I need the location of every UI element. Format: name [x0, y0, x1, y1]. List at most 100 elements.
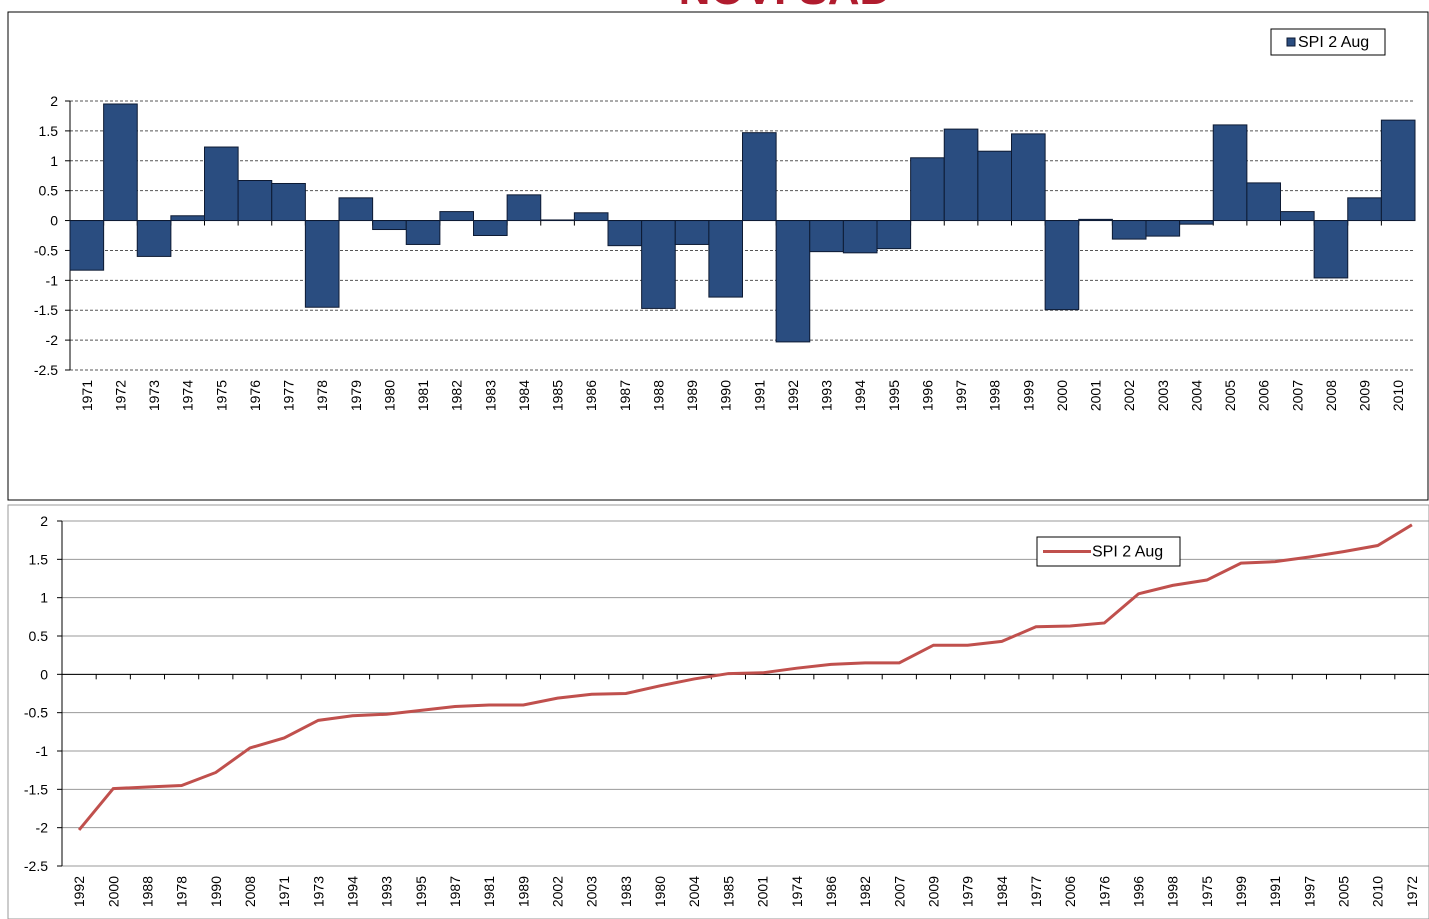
x-tick-label: 2006	[1062, 876, 1078, 907]
x-tick-label: 1997	[953, 380, 969, 411]
x-tick-label: 1990	[718, 380, 734, 411]
y-tick-label: 0.5	[29, 628, 49, 644]
y-tick-label: 0	[50, 213, 58, 229]
bar	[204, 146, 239, 222]
x-tick-label: 2005	[1222, 380, 1238, 411]
x-tick-label: 1986	[583, 380, 599, 411]
x-tick-label: 1984	[994, 876, 1010, 907]
bar	[809, 220, 844, 253]
bar	[910, 157, 945, 222]
x-tick-label: 2004	[686, 876, 702, 907]
x-tick-label: 1977	[281, 380, 297, 411]
bar	[1246, 182, 1281, 222]
x-tick-label: 2001	[1088, 380, 1104, 411]
x-tick-label: 1983	[618, 876, 634, 907]
bar	[506, 194, 542, 222]
x-tick-label: 1981	[415, 380, 431, 411]
x-tick-label: 1988	[139, 876, 155, 907]
x-tick-label: 1986	[823, 876, 839, 907]
bar	[372, 220, 407, 231]
x-tick-label: 1989	[515, 876, 531, 907]
x-tick-label: 1974	[789, 876, 805, 907]
x-tick-label: 2000	[1054, 380, 1070, 411]
x-tick-label: 1982	[857, 876, 873, 907]
bar	[876, 220, 912, 250]
x-tick-label: 2008	[1323, 380, 1339, 411]
bar	[674, 220, 710, 245]
x-tick-label: 2007	[1289, 380, 1305, 411]
x-tick-label: 1988	[650, 380, 666, 411]
bar	[136, 220, 172, 257]
x-tick-label: 1985	[720, 876, 736, 907]
x-tick-label: 2005	[1336, 876, 1352, 907]
bar	[842, 220, 878, 254]
x-tick-label: 1985	[550, 380, 566, 411]
x-tick-label: 1975	[213, 380, 229, 411]
x-tick-label: 1994	[852, 380, 868, 411]
y-tick-label: 2	[50, 93, 58, 109]
bar	[271, 182, 306, 222]
bottom-frame	[7, 504, 1429, 919]
y-tick-label: -1	[46, 272, 59, 288]
x-tick-label: 1982	[449, 380, 465, 411]
y-tick-label: -0.5	[34, 242, 58, 258]
bar	[237, 180, 273, 222]
x-tick-label: 1987	[617, 380, 633, 411]
x-tick-label: 1991	[751, 380, 767, 411]
x-tick-label: 2010	[1370, 876, 1386, 907]
x-tick-label: 1972	[1404, 876, 1420, 907]
x-tick-label: 2008	[242, 876, 258, 907]
bar	[304, 220, 340, 308]
bar	[1179, 220, 1214, 225]
x-tick-label: 1998	[1165, 876, 1181, 907]
bar	[1280, 211, 1315, 222]
x-tick-label: 1971	[79, 380, 95, 411]
bar	[1212, 124, 1248, 222]
x-tick-label: 1979	[348, 380, 364, 411]
x-tick-label: 1991	[1267, 876, 1283, 907]
x-tick-label: 1976	[1096, 876, 1112, 907]
x-tick-label: 2002	[550, 876, 566, 907]
legend-marker	[1286, 37, 1296, 47]
x-tick-label: 1980	[381, 380, 397, 411]
y-tick-label: -0.5	[24, 705, 48, 721]
x-tick-label: 1992	[71, 876, 87, 907]
x-tick-label: 1997	[1301, 876, 1317, 907]
line-series	[77, 523, 1413, 831]
x-tick-label: 2010	[1390, 380, 1406, 411]
x-tick-label: 2001	[755, 876, 771, 907]
x-tick-label: 1974	[180, 380, 196, 411]
bar	[1011, 133, 1046, 222]
bar	[69, 220, 105, 271]
x-tick-label: 1972	[112, 380, 128, 411]
bar	[708, 220, 743, 298]
x-tick-label: 1999	[1020, 380, 1036, 411]
x-tick-label: 2003	[584, 876, 600, 907]
bar	[1044, 220, 1080, 311]
x-tick-label: 1996	[1131, 876, 1147, 907]
x-tick-label: 2004	[1188, 380, 1204, 411]
x-tick-label: 2000	[105, 876, 121, 907]
bar	[1347, 197, 1382, 222]
y-tick-label: 1	[50, 153, 58, 169]
bar	[742, 132, 777, 222]
x-tick-label: 1998	[987, 380, 1003, 411]
bar	[439, 211, 474, 222]
y-tick-label: -2.5	[34, 362, 58, 378]
bar	[977, 150, 1012, 222]
x-tick-label: 1976	[247, 380, 263, 411]
bar	[607, 220, 643, 247]
x-tick-label: 1989	[684, 380, 700, 411]
x-tick-label: 1975	[1199, 876, 1215, 907]
x-tick-label: 1977	[1028, 876, 1044, 907]
x-tick-label: 2006	[1256, 380, 1272, 411]
x-tick-label: 1978	[174, 876, 190, 907]
bar	[1145, 220, 1181, 237]
x-tick-label: 2009	[1357, 380, 1373, 411]
bar	[1111, 220, 1147, 240]
x-tick-label: 1981	[481, 876, 497, 907]
x-tick-label: 1992	[785, 380, 801, 411]
x-tick-label: 2002	[1121, 380, 1137, 411]
